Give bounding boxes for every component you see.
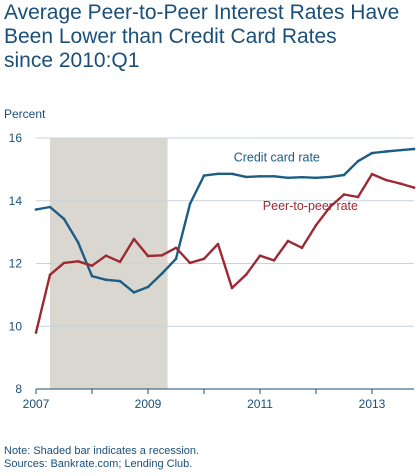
peer-to-peer-point: [216, 242, 220, 246]
peer-to-peer-point: [202, 257, 206, 261]
peer-to-peer-point: [34, 331, 38, 334]
x-tick-label: 2013: [359, 397, 386, 411]
peer-to-peer-point: [174, 246, 178, 250]
credit-card-point: [216, 172, 220, 176]
peer-to-peer-point: [286, 239, 290, 243]
peer-to-peer-point: [244, 273, 248, 277]
chart-sources: Sources: Bankrate.com; Lending Club.: [4, 458, 193, 470]
peer-to-peer-point: [370, 172, 374, 176]
peer-to-peer-point: [132, 237, 136, 241]
credit-card-point: [384, 150, 388, 153]
x-tick-label: 2007: [23, 397, 50, 411]
credit-card-point: [398, 148, 402, 152]
x-tick-label: 2009: [135, 397, 162, 411]
y-tick-label: 16: [9, 131, 23, 145]
credit-card-point: [258, 174, 262, 178]
y-axis-label: Percent: [4, 107, 46, 121]
credit-card-point: [342, 173, 346, 177]
peer-to-peer-point: [62, 261, 66, 265]
peer-to-peer-point: [76, 260, 80, 263]
peer-to-peer-point: [160, 254, 164, 257]
chart-title: Average Peer-to-Peer Interest Rates Have…: [4, 1, 400, 72]
peer-to-peer-point: [104, 254, 108, 257]
y-tick-label: 10: [9, 319, 23, 333]
peer-to-peer-point: [314, 223, 318, 227]
credit-card-point: [104, 278, 108, 282]
credit-card-point: [48, 205, 52, 209]
peer-to-peer-point: [230, 286, 234, 290]
chart-note: Note: Shaded bar indicates a recession.: [4, 445, 200, 457]
credit-card-label: Credit card rate: [234, 151, 320, 165]
peer-to-peer-point: [342, 193, 346, 196]
credit-card-point: [314, 176, 318, 180]
credit-card-point: [244, 175, 248, 179]
peer-to-peer-point: [384, 178, 388, 182]
credit-card-point: [118, 279, 122, 283]
peer-to-peer-point: [188, 261, 192, 265]
y-tick-label: 12: [9, 257, 23, 271]
credit-card-point: [272, 174, 276, 178]
credit-card-point: [76, 240, 80, 244]
credit-card-point: [34, 208, 38, 211]
peer-to-peer-point: [328, 205, 332, 209]
credit-card-line: [34, 147, 416, 294]
peer-to-peer-point: [146, 254, 150, 258]
credit-card-point: [286, 176, 290, 180]
credit-card-point: [188, 202, 192, 206]
credit-card-point: [300, 175, 304, 179]
peer-to-peer-line: [34, 172, 416, 334]
credit-card-point: [202, 174, 206, 177]
credit-card-point: [132, 291, 136, 294]
peer-to-peer-point: [412, 186, 416, 189]
credit-card-point: [412, 147, 416, 151]
credit-card-point: [230, 172, 234, 176]
peer-to-peer-point: [90, 264, 94, 267]
credit-card-point: [370, 151, 374, 155]
peer-to-peer-point: [272, 259, 276, 262]
peer-to-peer-point: [258, 254, 262, 257]
peer-to-peer-point: [398, 182, 402, 185]
credit-card-point: [174, 257, 178, 261]
credit-card-point: [146, 285, 150, 289]
x-tick-label: 2011: [247, 397, 273, 411]
peer-to-peer-point: [356, 195, 360, 199]
y-tick-label: 8: [15, 382, 22, 396]
peer-to-peer-label: Peer-to-peer rate: [263, 199, 358, 213]
credit-card-point: [328, 175, 332, 179]
credit-card-point: [62, 217, 66, 221]
peer-to-peer-point: [300, 246, 304, 250]
peer-to-peer-point: [118, 260, 122, 264]
peer-to-peer-point: [48, 273, 52, 277]
credit-card-point: [90, 274, 94, 278]
credit-card-point: [160, 272, 164, 275]
credit-card-point: [356, 159, 360, 163]
y-tick-label: 14: [9, 194, 23, 208]
